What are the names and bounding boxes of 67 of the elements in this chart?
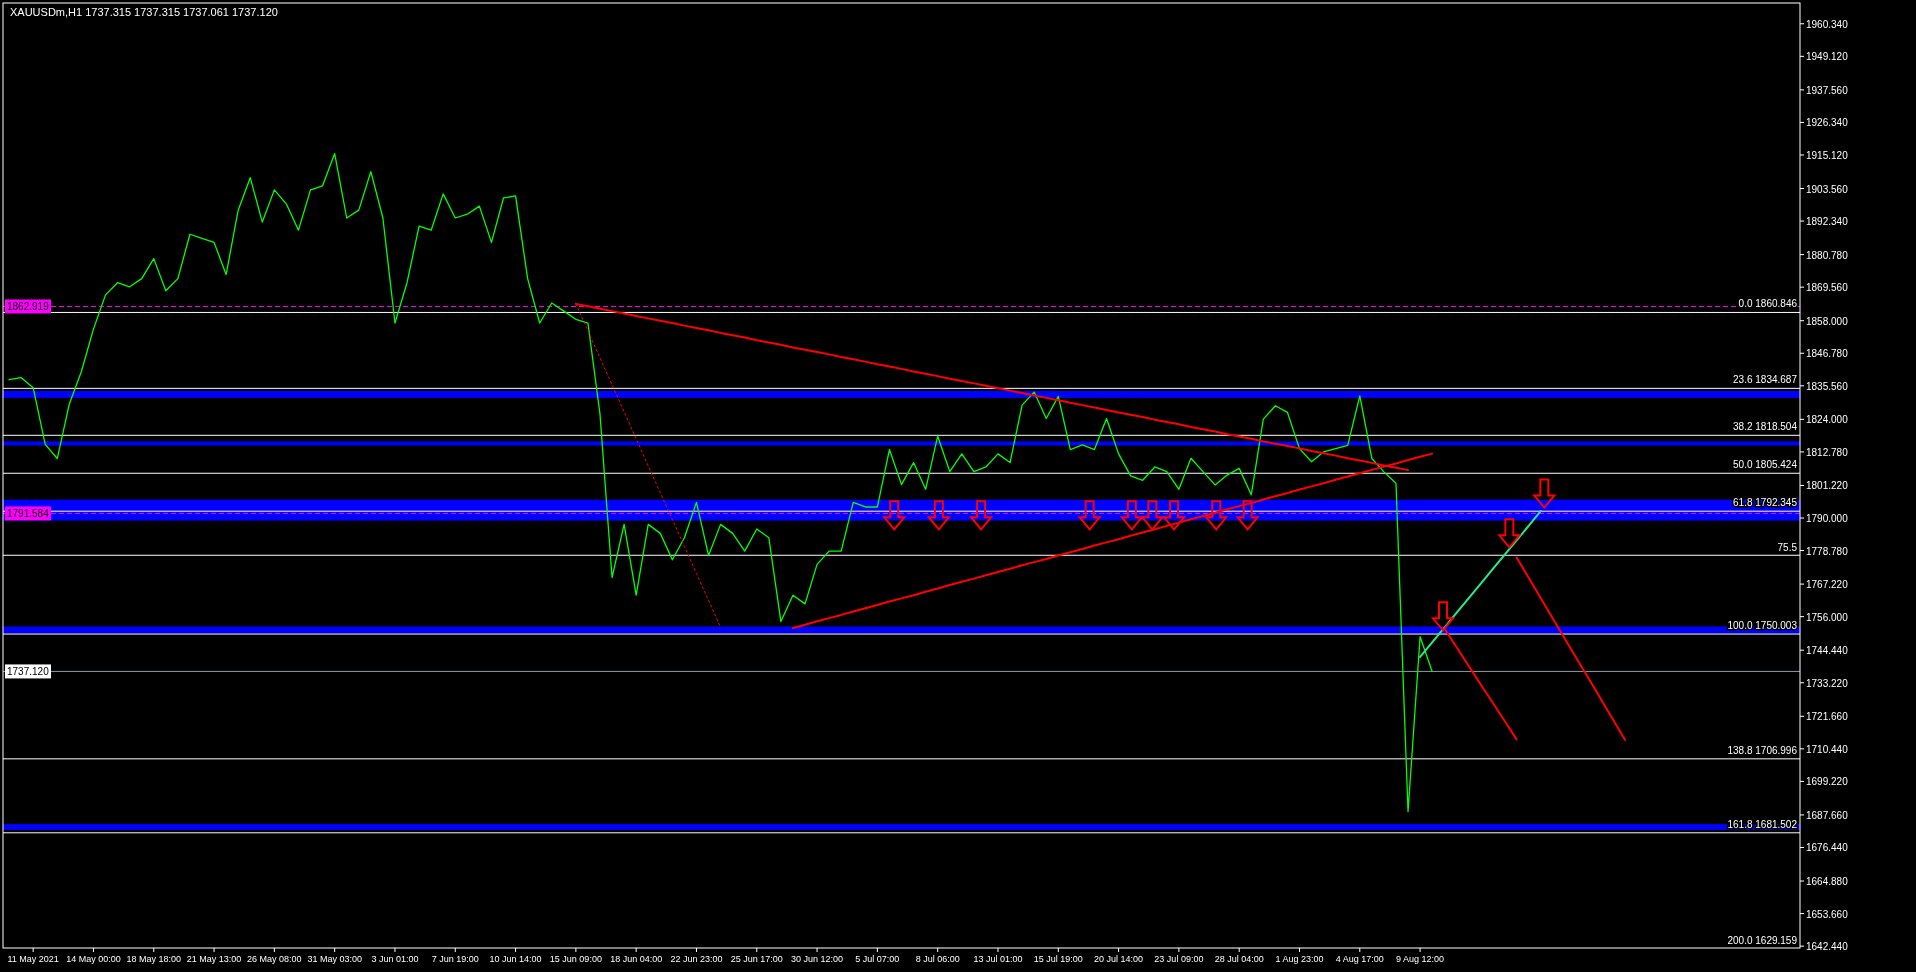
x-tick-label: 18 May 18:00 — [126, 954, 182, 964]
ref-line-label: 138.8 1706.996 — [1727, 744, 1798, 756]
x-tick-label: 26 May 08:00 — [247, 954, 302, 964]
y-tick-label: 1835.560 — [1806, 380, 1849, 392]
y-tick-label: 1926.340 — [1806, 117, 1849, 129]
y-tick-label: 1937.560 — [1806, 84, 1849, 96]
line-series — [1515, 556, 1627, 741]
ref-line-label: 1737.120 — [7, 666, 50, 678]
y-tick-label: 1710.440 — [1806, 743, 1849, 755]
y-tick-label: 1778.780 — [1806, 545, 1849, 557]
y-tick-label: 1903.560 — [1806, 183, 1849, 195]
x-tick-label: 9 Aug 12:00 — [1396, 954, 1445, 964]
ref-line-label: 38.2 1818.504 — [1733, 421, 1798, 433]
y-tick-label: 1767.220 — [1806, 579, 1849, 591]
y-tick-label: 1790.000 — [1806, 513, 1849, 525]
x-tick-label: 21 May 13:00 — [186, 954, 242, 964]
y-tick-label: 1721.660 — [1806, 711, 1849, 723]
x-tick-label: 4 Aug 17:00 — [1335, 954, 1384, 964]
ref-line-label: 1862.919 — [7, 301, 50, 313]
ref-line-label: 23.6 1834.687 — [1733, 374, 1798, 386]
x-tick-label: 1 Aug 23:00 — [1275, 954, 1324, 964]
y-tick-label: 1869.560 — [1806, 282, 1849, 294]
x-tick-label: 20 Jul 14:00 — [1094, 954, 1144, 964]
x-tick-label: 7 Jun 19:00 — [431, 954, 479, 964]
y-tick-label: 1687.660 — [1806, 809, 1849, 821]
x-tick-label: 11 May 2021 — [7, 954, 59, 964]
x-tick-label: 25 Jun 17:00 — [730, 954, 783, 964]
x-tick-label: 22 Jun 23:00 — [670, 954, 723, 964]
x-tick-label: 31 May 03:00 — [307, 954, 362, 964]
x-tick-label: 5 Jul 07:00 — [855, 954, 900, 964]
annotation: 75.5 — [1777, 542, 1798, 554]
y-tick-label: 1949.120 — [1806, 51, 1849, 63]
x-tick-label: 18 Jun 04:00 — [610, 954, 663, 964]
y-tick-label: 1699.220 — [1806, 776, 1849, 788]
y-tick-label: 1676.440 — [1806, 842, 1849, 854]
x-tick-label: 15 Jun 09:00 — [549, 954, 602, 964]
ref-line-label: 1791.584 — [7, 508, 50, 520]
y-tick-label: 1812.780 — [1806, 446, 1849, 458]
y-tick-label: 1756.000 — [1806, 611, 1849, 623]
x-tick-label: 28 Jul 04:00 — [1214, 954, 1264, 964]
ref-line-label: 61.8 1792.345 — [1733, 497, 1798, 509]
y-tick-label: 1824.000 — [1806, 414, 1849, 426]
y-tick-label: 1858.000 — [1806, 315, 1849, 327]
y-tick-label: 1960.340 — [1806, 18, 1849, 30]
annotation: 200.0 1629.159 — [1727, 935, 1798, 946]
line-series — [8, 152, 1433, 813]
x-tick-label: 30 Jun 12:00 — [791, 954, 844, 964]
y-tick-label: 1653.660 — [1806, 908, 1849, 920]
x-tick-label: 14 May 00:00 — [66, 954, 121, 964]
x-tick-label: 15 Jul 19:00 — [1033, 954, 1083, 964]
chart-title: XAUUSDm,H1 1737.315 1737.315 1737.061 1737.120 — [10, 6, 278, 18]
x-tick-label: 13 Jul 01:00 — [973, 954, 1023, 964]
y-tick-label: 1733.220 — [1806, 677, 1849, 689]
ref-line-label: 50.0 1805.424 — [1733, 459, 1798, 471]
x-tick-label: 3 Jun 01:00 — [371, 954, 419, 964]
y-tick-label: 1801.220 — [1806, 480, 1849, 492]
y-tick-label: 1664.880 — [1806, 876, 1849, 888]
y-tick-label: 1744.440 — [1806, 645, 1849, 657]
y-tick-label: 1642.440 — [1806, 941, 1849, 953]
line-series — [1419, 510, 1542, 658]
y-tick-label: 1880.780 — [1806, 249, 1849, 261]
x-tick-label: 10 Jun 14:00 — [489, 954, 542, 964]
y-tick-label: 1846.780 — [1806, 348, 1849, 360]
y-tick-label: 1915.120 — [1806, 149, 1849, 161]
x-tick-label: 23 Jul 09:00 — [1154, 954, 1204, 964]
y-tick-label: 1892.340 — [1806, 216, 1849, 228]
x-tick-label: 8 Jul 06:00 — [915, 954, 960, 964]
